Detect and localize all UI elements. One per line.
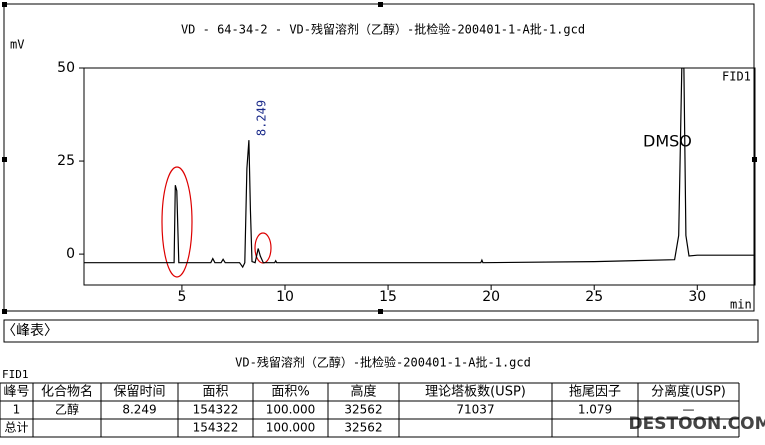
plot-area — [83, 67, 756, 286]
tab-bar — [3, 319, 759, 343]
handle — [2, 157, 7, 162]
x-axis-label: min — [730, 298, 752, 312]
y-tick-label: 0 — [66, 246, 75, 262]
table-title: VD-残留溶剂（乙醇）-批检验-200401-1-A批-1.gcd — [235, 355, 531, 370]
column-header: 保留时间 — [113, 385, 165, 400]
peak-label: 8.249 — [255, 100, 269, 136]
table-cell: 8.249 — [122, 403, 156, 417]
table-cell: 32562 — [344, 403, 382, 417]
table-cell: 71037 — [456, 403, 494, 417]
handle — [2, 309, 7, 314]
x-tick-label: 5 — [177, 289, 186, 305]
total-cell: 100.000 — [266, 421, 316, 435]
table-cell: — — [683, 403, 695, 417]
table-cell: 1.079 — [578, 403, 612, 417]
column-header: 面积 — [202, 385, 228, 400]
y-tick-label: 50 — [57, 60, 75, 76]
y-tick-label: 25 — [57, 153, 75, 169]
detector-label: FID1 — [722, 70, 751, 84]
y-axis-label: mV — [10, 38, 24, 52]
tab-label[interactable]: 〈峰表〉 — [2, 323, 58, 339]
column-header: 高度 — [350, 384, 376, 400]
table-cell: 154322 — [193, 403, 239, 417]
total-cell: 32562 — [344, 421, 382, 435]
column-header: 理论塔板数(USP) — [425, 385, 526, 400]
peak-annotation: DMSO — [643, 132, 692, 151]
chart-window — [3, 3, 755, 312]
highlight — [254, 232, 272, 264]
highlight — [161, 166, 193, 278]
x-tick-label: 20 — [482, 289, 500, 305]
handle — [378, 2, 383, 7]
handle — [378, 309, 383, 314]
x-tick-label: 10 — [276, 289, 294, 305]
x-tick-label: 15 — [379, 289, 397, 305]
table-header-bg — [0, 383, 739, 401]
watermark: DESTOON.COM — [629, 414, 765, 434]
table-cell: 100.000 — [266, 403, 316, 417]
total-cell: 总计 — [4, 421, 28, 435]
table-detector: FID1 — [2, 368, 29, 381]
chart-title: VD - 64-34-2 - VD-残留溶剂（乙醇）-批检验-200401-1-… — [181, 22, 585, 37]
x-tick-label: 25 — [585, 289, 603, 305]
column-header: 峰号 — [3, 385, 29, 400]
column-header: 拖尾因子 — [569, 385, 621, 400]
x-tick-label: 30 — [688, 289, 706, 305]
chromatogram-trace — [84, 68, 755, 269]
column-header: 分离度(USP) — [651, 384, 726, 400]
handle — [2, 2, 7, 7]
column-header: 化合物名 — [41, 384, 93, 400]
total-cell: 154322 — [193, 421, 239, 435]
table-cell: 乙醇 — [55, 402, 79, 417]
table-cell: 1 — [13, 403, 21, 417]
column-header: 面积% — [271, 385, 309, 400]
